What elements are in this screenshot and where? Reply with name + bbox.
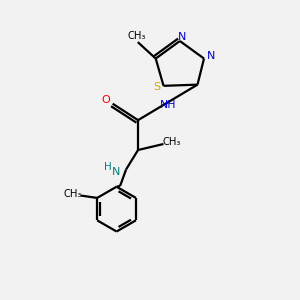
Text: N: N xyxy=(178,32,186,41)
Text: O: O xyxy=(102,95,110,105)
Text: S: S xyxy=(153,82,161,92)
Text: N: N xyxy=(206,51,215,61)
Text: H: H xyxy=(104,162,112,172)
Text: CH₃: CH₃ xyxy=(127,31,146,40)
Text: NH: NH xyxy=(160,100,177,110)
Text: N: N xyxy=(112,167,121,177)
Text: CH₃: CH₃ xyxy=(63,189,82,199)
Text: CH₃: CH₃ xyxy=(163,136,181,147)
